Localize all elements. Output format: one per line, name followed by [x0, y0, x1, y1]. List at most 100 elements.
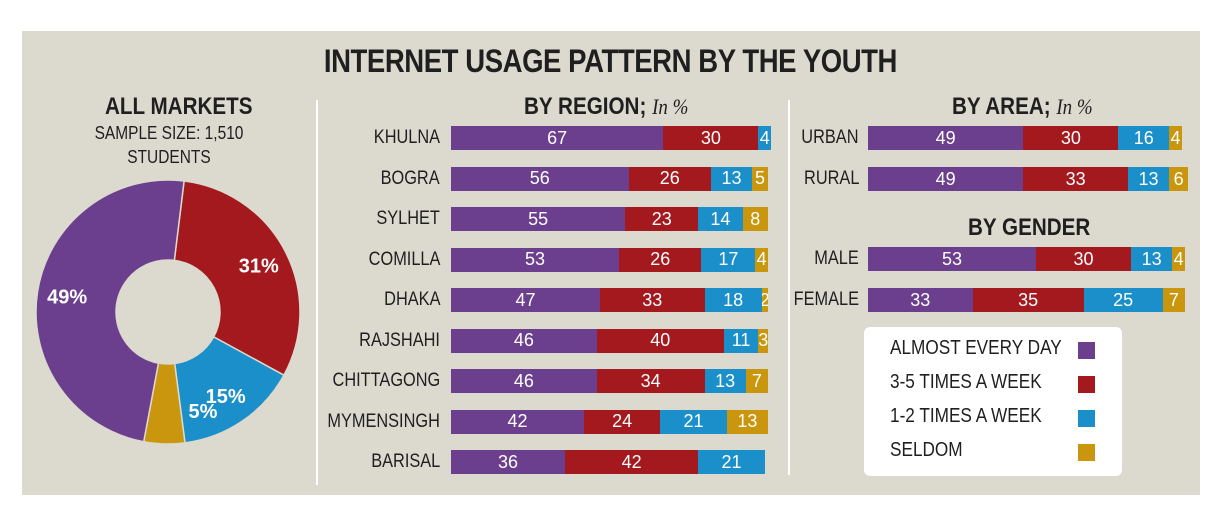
donut-label-3-5-times-a-week: 31%	[239, 255, 279, 277]
region-unit: In %	[652, 94, 689, 119]
segment-rural-3-5-times-a-week: 33	[1023, 167, 1128, 191]
bar-male: 53 30 13 4	[868, 247, 1185, 271]
legend: ALMOST EVERY DAY 3-5 TIMES A WEEK 1-2 TI…	[864, 327, 1122, 476]
segment-male-3-5-times-a-week: 30	[1036, 247, 1132, 271]
segment-mymensingh-seldom: 13	[726, 409, 768, 434]
segment-urban-3-5-times-a-week: 30	[1023, 126, 1119, 150]
segment-female-almost-every-day: 33	[868, 288, 973, 312]
row-label-bogra: BOGRA	[380, 167, 440, 189]
legend-item-3-5-times: 3-5 TIMES A WEEK	[890, 371, 1066, 394]
segment-sylhet-3-5-times-a-week: 23	[625, 207, 699, 231]
segment-comilla-almost-every-day: 53	[451, 247, 619, 272]
segment-urban-seldom: 4	[1169, 126, 1182, 150]
page-title: INTERNET USAGE PATTERN BY THE YOUTH	[323, 43, 898, 79]
row-label-male: MALE	[814, 248, 859, 269]
segment-comilla-3-5-times-a-week: 26	[619, 247, 702, 272]
row-label-rajshahi: RAJSHAHI	[359, 329, 440, 351]
gender-heading: BY GENDER	[968, 214, 1091, 241]
all-markets-heading: ALL MARKETS	[105, 93, 253, 120]
segment-male-seldom: 4	[1172, 247, 1185, 271]
donut-slice-almost-every-day	[35, 179, 185, 443]
row-label-dhaka: DHAKA	[383, 289, 440, 310]
segment-khulna-1-2-times-a-week: 4	[758, 126, 772, 150]
sample-size-line1: SAMPLE SIZE: 1,510	[94, 123, 244, 143]
segment-chittagong-3-5-times-a-week: 34	[596, 369, 705, 393]
segment-barisal-3-5-times-a-week: 42	[565, 450, 699, 474]
row-label-sylhet: SYLHET	[376, 208, 440, 229]
area-heading: BY AREA; In %	[952, 93, 1093, 121]
segment-rural-almost-every-day: 49	[868, 167, 1024, 191]
segment-mymensingh-almost-every-day: 42	[451, 409, 585, 434]
donut-label-almost-every-day: 49%	[47, 286, 87, 308]
row-label-mymensingh: MYMENSINGH	[327, 410, 440, 432]
region-heading: BY REGION; In %	[524, 93, 688, 121]
segment-chittagong-seldom: 7	[745, 369, 768, 393]
sample-size-line2: STUDENTS	[127, 147, 211, 167]
divider-right	[788, 100, 790, 475]
legend-item-seldom: SELDOM	[890, 439, 974, 462]
bar-dhaka: 47 33 18 2	[451, 288, 768, 312]
bar-bogra: 56 26 13 5	[451, 166, 768, 191]
segment-urban-1-2-times-a-week: 16	[1118, 126, 1170, 150]
segment-dhaka-1-2-times-a-week: 18	[704, 288, 762, 312]
legend-swatch-1-2-times	[1078, 410, 1095, 427]
bar-mymensingh: 42 24 21 13	[451, 409, 768, 434]
segment-male-1-2-times-a-week: 13	[1131, 247, 1173, 271]
legend-label: 3-5 TIMES A WEEK	[890, 371, 1042, 393]
region-heading-text: BY REGION;	[524, 93, 647, 120]
segment-sylhet-seldom: 8	[742, 207, 768, 231]
segment-female-1-2-times-a-week: 25	[1083, 288, 1163, 312]
segment-bogra-seldom: 5	[752, 166, 768, 191]
segment-chittagong-almost-every-day: 46	[451, 369, 597, 393]
segment-rajshahi-3-5-times-a-week: 40	[596, 328, 724, 353]
donut-label-seldom: 5%	[189, 401, 218, 423]
segment-bogra-3-5-times-a-week: 26	[628, 166, 711, 191]
area-heading-text: BY AREA;	[952, 93, 1051, 120]
segment-rural-seldom: 6	[1169, 167, 1189, 191]
row-label-comilla: COMILLA	[368, 248, 440, 270]
segment-urban-almost-every-day: 49	[868, 126, 1024, 150]
segment-comilla-seldom: 4	[755, 247, 768, 272]
segment-male-almost-every-day: 53	[868, 247, 1036, 271]
segment-mymensingh-3-5-times-a-week: 24	[584, 409, 661, 434]
row-label-barisal: BARISAL	[370, 451, 440, 472]
row-label-rural: RURAL	[803, 168, 859, 189]
segment-mymensingh-1-2-times-a-week: 21	[660, 409, 727, 434]
legend-item-1-2-times: 1-2 TIMES A WEEK	[890, 405, 1066, 428]
legend-label: ALMOST EVERY DAY	[890, 337, 1062, 359]
segment-chittagong-1-2-times-a-week: 13	[704, 369, 746, 393]
segment-barisal-1-2-times-a-week: 21	[698, 450, 765, 474]
area-unit: In %	[1056, 94, 1093, 119]
legend-label: 1-2 TIMES A WEEK	[890, 405, 1042, 427]
legend-swatch-seldom	[1078, 444, 1095, 461]
segment-barisal-almost-every-day: 36	[451, 450, 566, 474]
segment-dhaka-almost-every-day: 47	[451, 288, 600, 312]
bar-urban: 49 30 16 4	[868, 126, 1182, 150]
bar-khulna: 67 30 4	[451, 126, 772, 150]
segment-dhaka-3-5-times-a-week: 33	[599, 288, 705, 312]
segment-comilla-1-2-times-a-week: 17	[701, 247, 756, 272]
segment-dhaka-seldom: 2	[761, 288, 768, 312]
segment-sylhet-1-2-times-a-week: 14	[698, 207, 743, 231]
segment-khulna-3-5-times-a-week: 30	[663, 126, 759, 150]
row-label-urban: URBAN	[801, 127, 859, 148]
legend-item-almost-every-day: ALMOST EVERY DAY	[890, 337, 1090, 360]
segment-female-seldom: 7	[1162, 288, 1185, 312]
segment-rajshahi-1-2-times-a-week: 11	[723, 328, 759, 353]
bar-chittagong: 46 34 13 7	[451, 369, 768, 393]
bar-rajshahi: 46 40 11 3	[451, 328, 768, 353]
donut-label-1-2-times-a-week: 15%	[206, 386, 246, 408]
legend-swatch-almost-every-day	[1078, 342, 1095, 359]
segment-rajshahi-almost-every-day: 46	[451, 328, 597, 353]
bar-barisal: 36 42 21	[451, 450, 765, 474]
legend-label: SELDOM	[890, 439, 963, 461]
segment-sylhet-almost-every-day: 55	[451, 207, 626, 231]
segment-bogra-almost-every-day: 56	[451, 166, 629, 191]
bar-female: 33 35 25 7	[868, 288, 1185, 312]
donut-slice-3-5-times-a-week	[173, 180, 301, 377]
segment-rajshahi-seldom: 3	[758, 328, 768, 353]
bar-sylhet: 55 23 14 8	[451, 207, 768, 231]
row-label-female: FEMALE	[793, 289, 859, 310]
segment-khulna-almost-every-day: 67	[451, 126, 664, 150]
